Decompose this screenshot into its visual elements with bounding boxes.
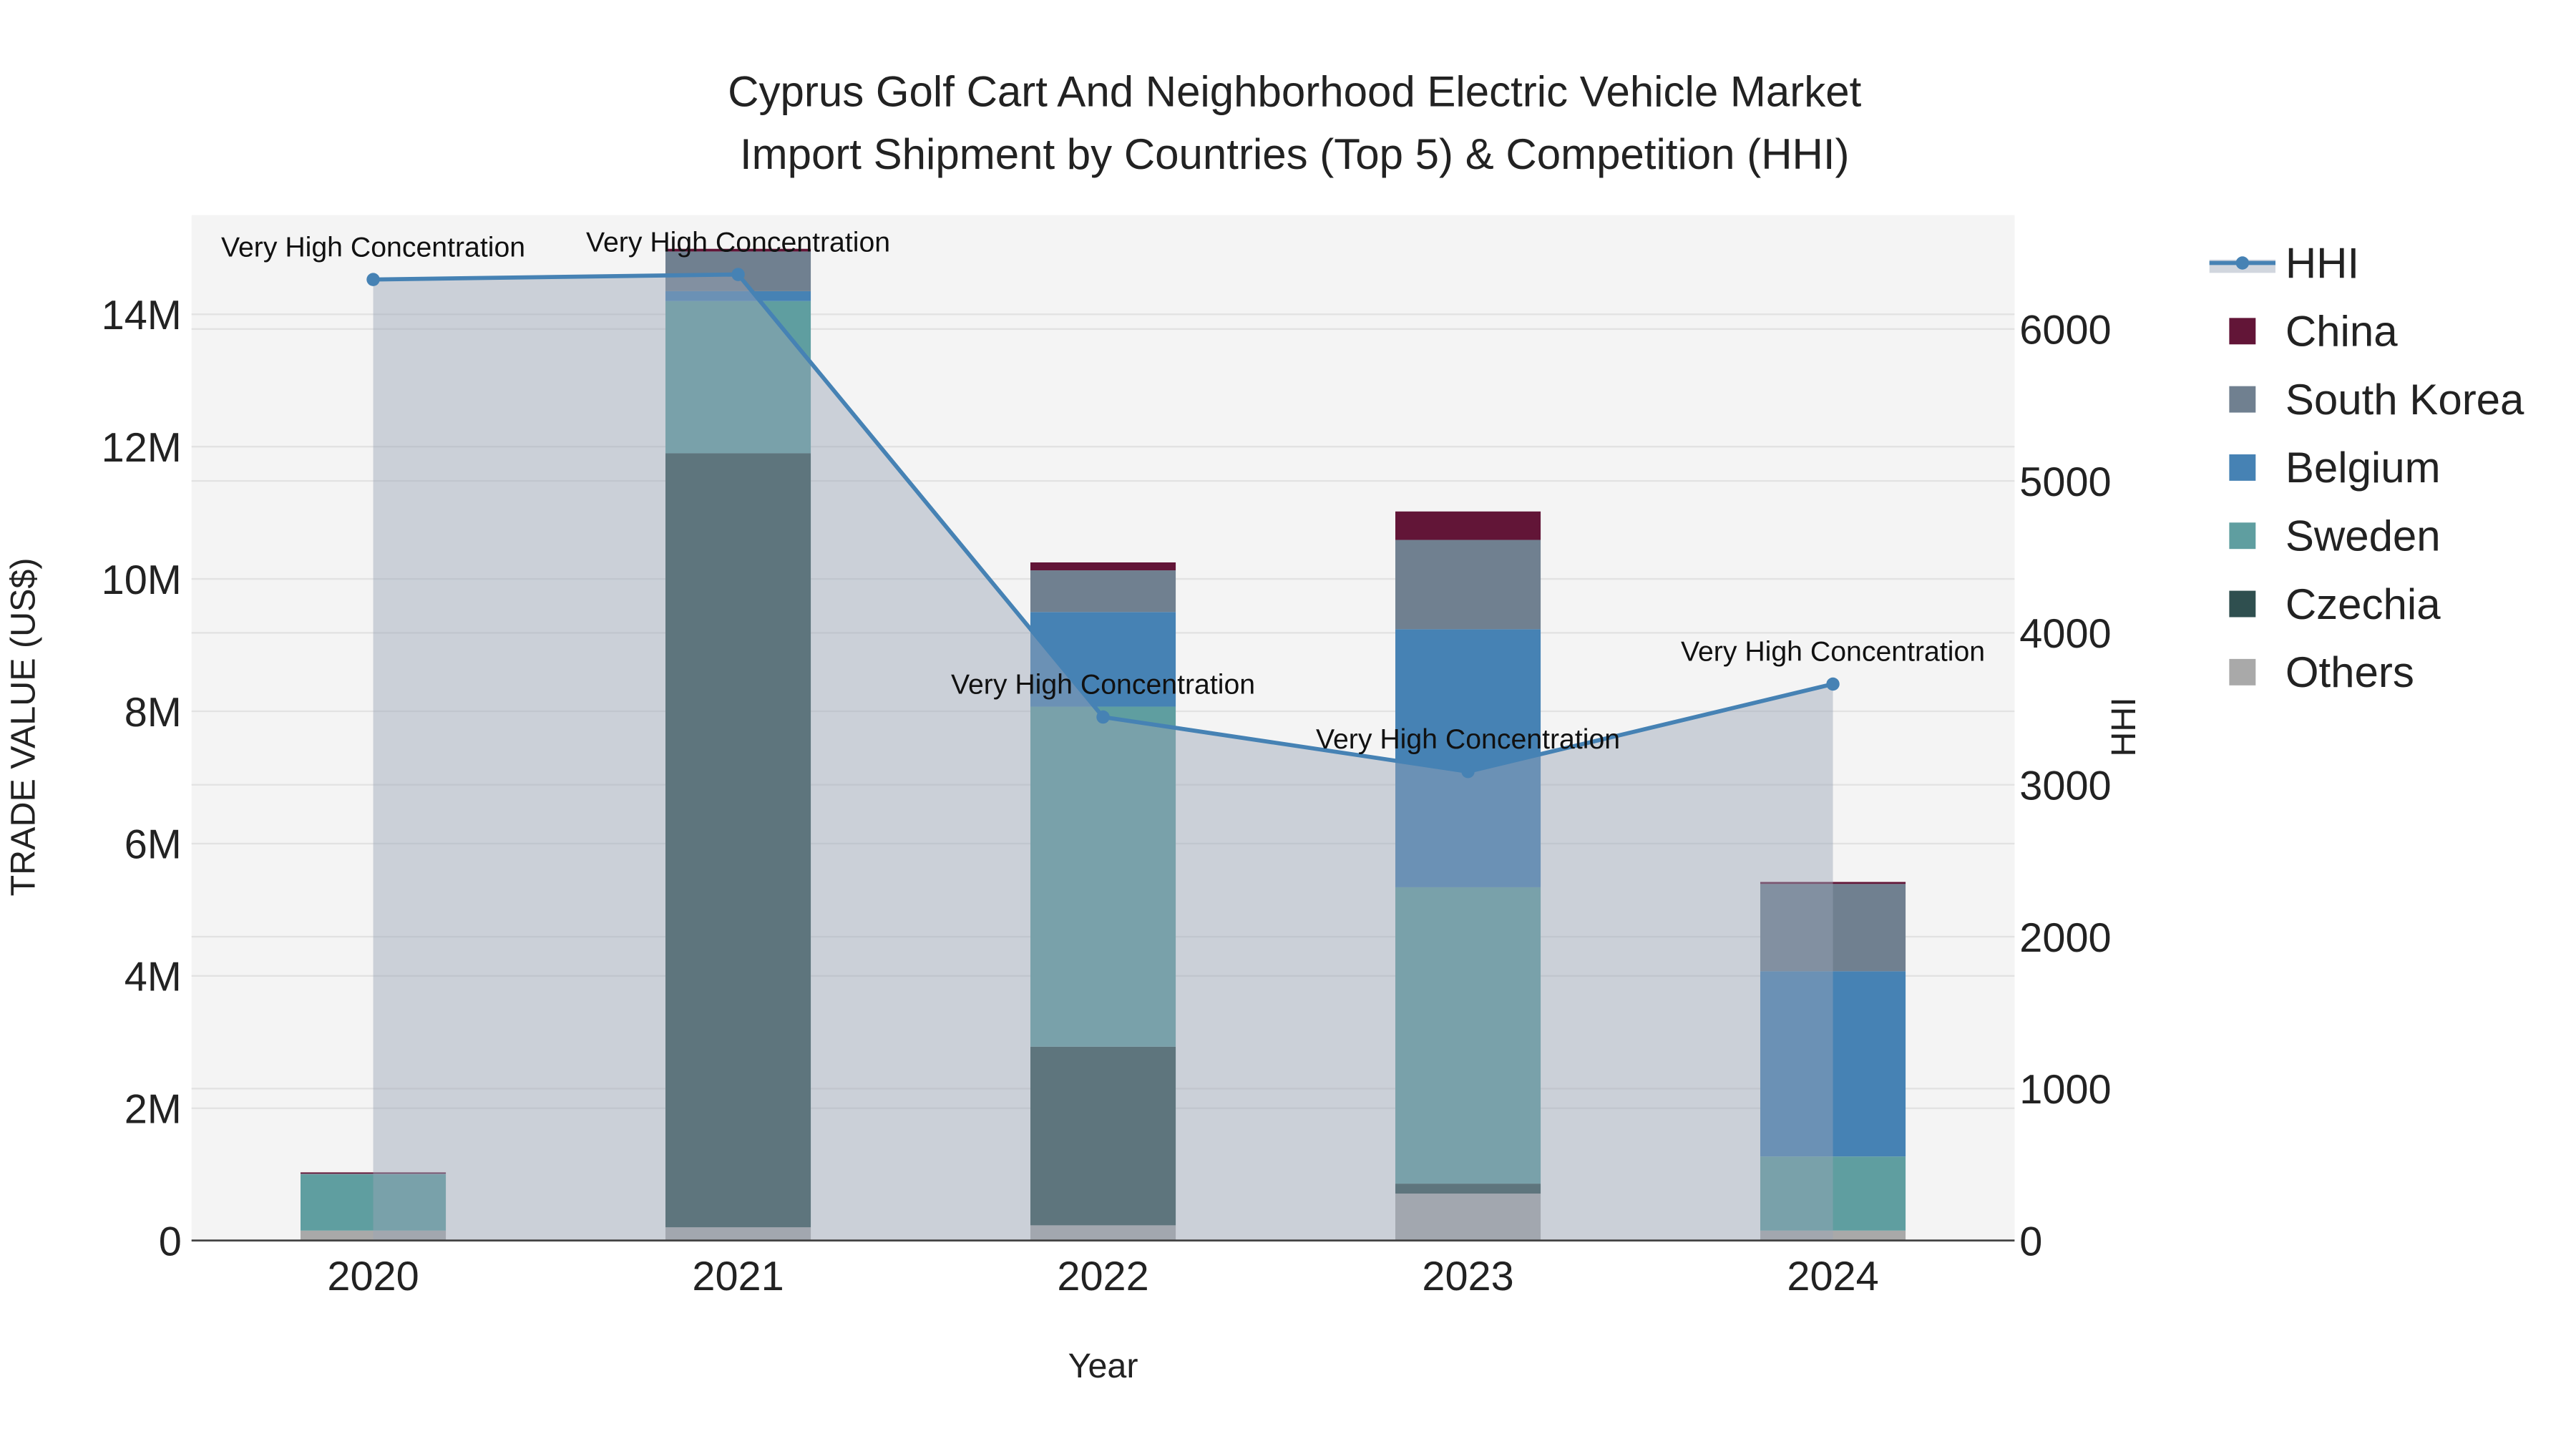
y2-tick-label: 1000 [2019, 1067, 2111, 1113]
legend-swatch-belgium [2229, 454, 2256, 481]
y2-tick-label: 5000 [2019, 459, 2111, 505]
legend-swatch-china [2229, 318, 2256, 345]
x-axis-title: Year [1068, 1347, 1138, 1385]
bar-czechia-2022 [1030, 1046, 1176, 1226]
bars [301, 248, 1906, 1241]
bar-sweden-2021 [665, 301, 811, 454]
bar-south-korea-2024 [1760, 884, 1906, 972]
y2-tick-label: 4000 [2019, 611, 2111, 657]
hhi-annotation: Very High Concentration [1316, 723, 1620, 755]
legend-swatch-others [2229, 658, 2256, 686]
y2-tick-label: 3000 [2019, 763, 2111, 809]
bar-sweden-2022 [1030, 706, 1176, 1047]
y-tick-label: 10M [102, 557, 182, 603]
y-tick-label: 6M [125, 822, 182, 868]
bar-others-2022 [1030, 1225, 1176, 1241]
bar-others-2020 [301, 1230, 447, 1241]
bar-czechia-2023 [1395, 1184, 1541, 1194]
legend-swatch-south-korea [2229, 386, 2256, 413]
y-tick-label: 4M [125, 955, 182, 1000]
y2-tick-label: 0 [2019, 1219, 2042, 1264]
hhi-point-2020 [366, 273, 380, 286]
y2-tick-label: 2000 [2019, 915, 2111, 961]
bar-belgium-2021 [665, 291, 811, 301]
y-tick-label: 2M [125, 1087, 182, 1133]
bar-south-korea-2022 [1030, 570, 1176, 613]
legend-label-hhi: HHI [2285, 239, 2359, 287]
y2-tick-label: 6000 [2019, 308, 2111, 353]
hhi-area [373, 274, 1833, 1241]
x-tick-label: 2021 [692, 1254, 784, 1299]
bar-sweden-2023 [1395, 887, 1541, 1184]
x-tick-label: 2024 [1787, 1254, 1878, 1299]
bar-south-korea-2023 [1395, 540, 1541, 630]
bar-china-2024 [1760, 882, 1906, 884]
x-tick-label: 2022 [1057, 1254, 1148, 1299]
hhi-annotation: Very High Concentration [221, 231, 525, 263]
chart-title-line2: Import Shipment by Countries (Top 5) & C… [740, 130, 1850, 178]
x-tick-label: 2020 [327, 1254, 419, 1299]
bar-others-2021 [665, 1227, 811, 1241]
bar-belgium-2024 [1760, 971, 1906, 1157]
legend-label-south-korea: South Korea [2285, 376, 2524, 424]
bar-others-2024 [1760, 1230, 1906, 1241]
bar-china-2021 [665, 248, 811, 252]
y2-axis-title: HHI [2104, 697, 2143, 756]
hhi-annotation: Very High Concentration [1681, 636, 1985, 668]
legend-label-czechia: Czechia [2285, 580, 2441, 628]
chart-title-line1: Cyprus Golf Cart And Neighborhood Electr… [728, 67, 1861, 115]
legend-label-others: Others [2285, 648, 2414, 696]
x-axis-ticks: 2020 2021 2022 2023 2024 [327, 1254, 1878, 1299]
legend-swatch-sweden [2229, 522, 2256, 550]
hhi-point-2023 [1461, 765, 1475, 779]
bar-czechia-2021 [665, 453, 811, 1228]
hhi-series: Very High Concentration Very High Concent… [221, 226, 1985, 1241]
bar-china-2020 [301, 1172, 447, 1174]
y-axis-title: TRADE VALUE (US$) [4, 557, 42, 896]
bar-sweden-2024 [1760, 1156, 1906, 1231]
hhi-point-2022 [1096, 710, 1110, 724]
bar-china-2023 [1395, 511, 1541, 540]
bar-sweden-2020 [301, 1174, 447, 1231]
y-tick-label: 8M [125, 690, 182, 736]
legend-label-sweden: Sweden [2285, 512, 2441, 560]
bar-others-2023 [1395, 1194, 1541, 1241]
legend-hhi-marker [2235, 256, 2250, 270]
y2-axis-ticks: 0 1000 2000 3000 4000 5000 6000 [2019, 308, 2111, 1265]
y-tick-label: 14M [102, 293, 182, 338]
legend-label-china: China [2285, 308, 2398, 356]
legend-label-belgium: Belgium [2285, 444, 2441, 492]
hhi-point-2021 [731, 268, 745, 281]
legend-swatch-czechia [2229, 590, 2256, 618]
legend: HHI China South Korea Belgium Sweden Czechia O… [2209, 239, 2524, 696]
y-tick-label: 12M [102, 425, 182, 471]
y-axis-ticks: 0 2M 4M 6M 8M 10M 12M 14M [102, 293, 182, 1264]
hhi-annotation: Very High Concentration [586, 226, 890, 258]
y-tick-label: 0 [159, 1219, 182, 1264]
bar-china-2022 [1030, 562, 1176, 571]
x-tick-label: 2023 [1422, 1254, 1513, 1299]
hhi-annotation: Very High Concentration [951, 669, 1255, 701]
hhi-point-2024 [1826, 677, 1840, 691]
